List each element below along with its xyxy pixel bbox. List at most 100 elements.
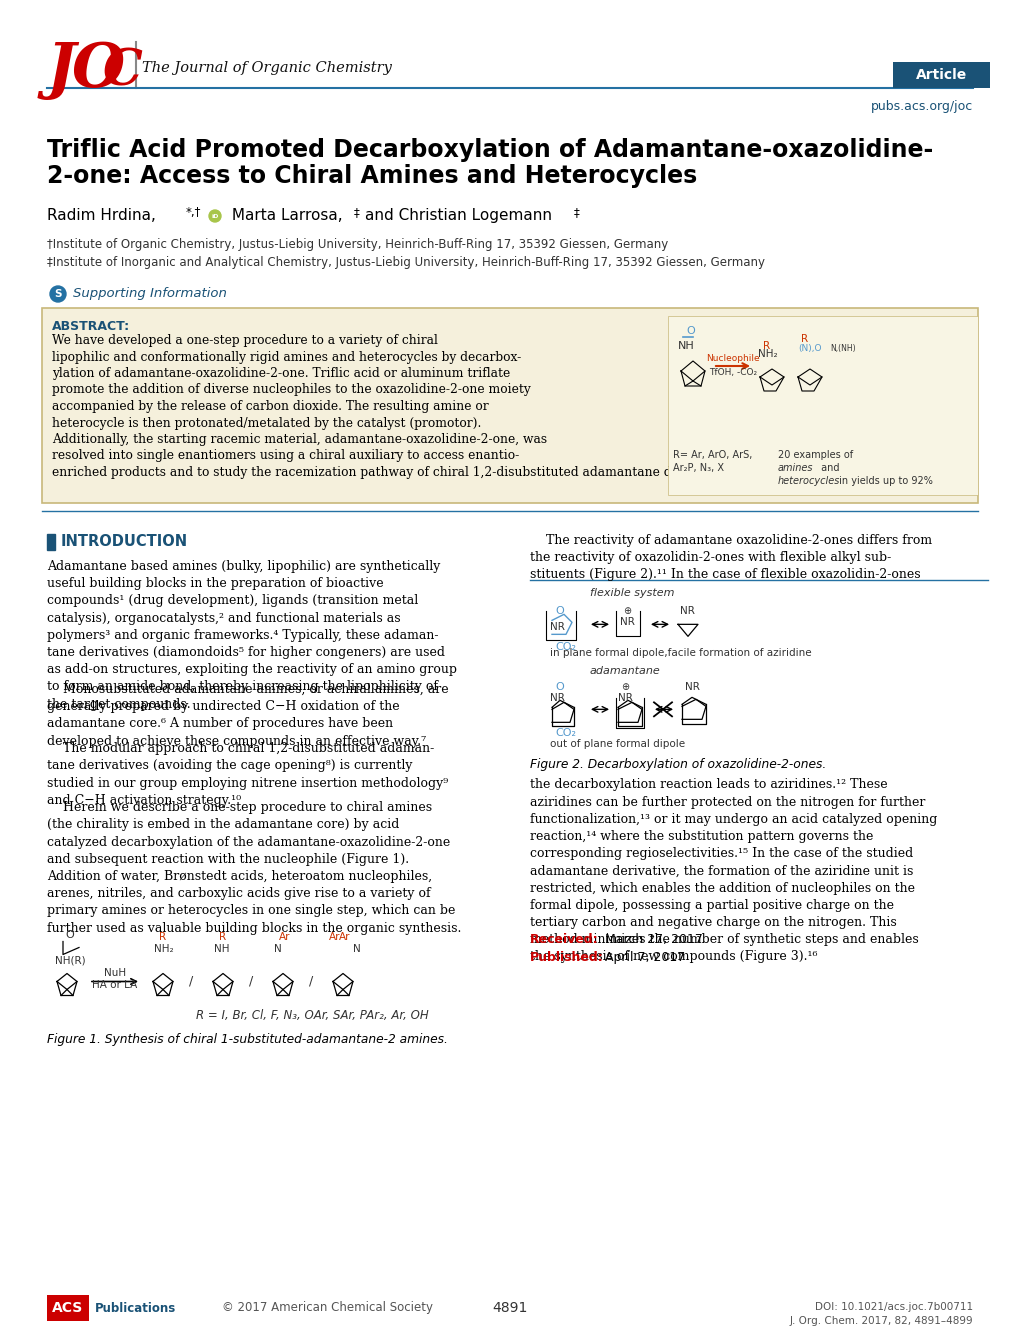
Text: R: R: [219, 932, 226, 943]
Text: Ar: Ar: [338, 932, 351, 943]
Text: Supporting Information: Supporting Information: [73, 288, 226, 300]
Text: heterocycle is then protonated/metalated by the catalyst (promotor).: heterocycle is then protonated/metalated…: [52, 416, 481, 430]
Text: ylation of adamantane-oxazolidine-2-one. Triflic acid or aluminum triflate: ylation of adamantane-oxazolidine-2-one.…: [52, 367, 510, 380]
Text: enriched products and to study the racemization pathway of chiral 1,2-disubstitu: enriched products and to study the racem…: [52, 466, 736, 479]
Text: R: R: [800, 334, 807, 344]
Text: Ar: Ar: [279, 932, 290, 943]
Text: *,†: *,†: [185, 205, 201, 219]
Text: Monosubstituted adamantane amines, or achiral amines, are
generally prepared by : Monosubstituted adamantane amines, or ac…: [47, 683, 448, 747]
Text: DOI: 10.1021/acs.joc.7b00711: DOI: 10.1021/acs.joc.7b00711: [814, 1302, 972, 1313]
Text: promote the addition of diverse nucleophiles to the oxazolidine-2-one moiety: promote the addition of diverse nucleoph…: [52, 383, 530, 396]
Text: NR: NR: [680, 607, 694, 616]
Text: heterocycles: heterocycles: [777, 476, 840, 486]
Text: ‡Institute of Inorganic and Analytical Chemistry, Justus-Liebig University, Hein: ‡Institute of Inorganic and Analytical C…: [47, 256, 764, 269]
Text: ⊕: ⊕: [621, 682, 629, 692]
Text: CO₂: CO₂: [554, 728, 576, 738]
Text: N,(NH): N,(NH): [829, 344, 855, 354]
Text: HA or LA: HA or LA: [93, 979, 138, 990]
Text: N: N: [353, 943, 361, 954]
Text: ACS: ACS: [52, 1301, 84, 1315]
Text: INTRODUCTION: INTRODUCTION: [61, 535, 187, 550]
Text: O: O: [65, 930, 73, 939]
Text: ⊕: ⊕: [623, 607, 631, 616]
Text: Herein we describe a one-step procedure to chiral amines
(the chirality is embed: Herein we describe a one-step procedure …: [47, 802, 461, 935]
Text: S: S: [54, 289, 62, 299]
Text: †Institute of Organic Chemistry, Justus-Liebig University, Heinrich-Buff-Ring 17: †Institute of Organic Chemistry, Justus-…: [47, 237, 667, 251]
Text: The modular approach to chiral 1,2-disubstituted adaman-
tane derivatives (avoid: The modular approach to chiral 1,2-disub…: [47, 742, 447, 807]
Text: R = I, Br, Cl, F, N₃, OAr, SAr, PAr₂, Ar, OH: R = I, Br, Cl, F, N₃, OAr, SAr, PAr₂, Ar…: [196, 1010, 428, 1022]
Text: Nucleophile: Nucleophile: [705, 354, 759, 363]
Text: J: J: [47, 40, 75, 100]
Text: /: /: [309, 975, 313, 988]
Text: NH(R): NH(R): [55, 955, 86, 966]
Text: NuH: NuH: [104, 967, 126, 978]
Text: C: C: [103, 48, 143, 97]
Text: Marta Larrosa,: Marta Larrosa,: [227, 208, 342, 223]
Text: lipophilic and conformationally rigid amines and heterocycles by decarbox-: lipophilic and conformationally rigid am…: [52, 351, 521, 363]
Text: (N),O: (N),O: [797, 344, 820, 354]
Text: NH: NH: [214, 943, 229, 954]
Text: The Journal of Organic Chemistry: The Journal of Organic Chemistry: [142, 61, 391, 75]
Text: Ar: Ar: [329, 932, 340, 943]
Text: accompanied by the release of carbon dioxide. The resulting amine or: accompanied by the release of carbon dio…: [52, 400, 488, 414]
Text: 20 examples of: 20 examples of: [777, 450, 855, 460]
Text: © 2017 American Chemical Society: © 2017 American Chemical Society: [222, 1302, 433, 1314]
Text: R: R: [762, 342, 769, 351]
Text: /: /: [189, 975, 193, 988]
Text: Additionally, the starting racemic material, adamantane-oxazolidine-2-one, was: Additionally, the starting racemic mater…: [52, 434, 546, 446]
Text: Figure 1. Synthesis of chiral 1-substituted-adamantane-2 amines.: Figure 1. Synthesis of chiral 1-substitu…: [47, 1034, 447, 1046]
Text: NR: NR: [549, 694, 565, 703]
Text: ‡: ‡: [574, 205, 579, 219]
Text: in yields up to 92%: in yields up to 92%: [836, 476, 932, 486]
Bar: [47, 534, 55, 550]
Text: NH: NH: [678, 342, 694, 351]
Text: O: O: [554, 607, 564, 616]
Text: iD: iD: [211, 213, 218, 219]
Text: Triflic Acid Promoted Decarboxylation of Adamantane-oxazolidine-: Triflic Acid Promoted Decarboxylation of…: [47, 137, 932, 161]
Text: Adamantane based amines (bulky, lipophilic) are synthetically
useful building bl: Adamantane based amines (bulky, lipophil…: [47, 560, 457, 711]
Text: R: R: [159, 932, 166, 943]
Text: and Christian Logemann: and Christian Logemann: [365, 208, 551, 223]
Bar: [42, 308, 977, 503]
Text: 2-one: Access to Chiral Amines and Heterocycles: 2-one: Access to Chiral Amines and Heter…: [47, 164, 697, 188]
Text: ‡: ‡: [354, 205, 360, 219]
Text: out of plane formal dipole: out of plane formal dipole: [549, 739, 685, 750]
Text: Article: Article: [915, 68, 966, 81]
Text: flexible system: flexible system: [589, 588, 674, 599]
Text: Received:: Received:: [530, 932, 598, 946]
Circle shape: [209, 209, 221, 221]
Text: NR: NR: [618, 694, 632, 703]
Text: J. Org. Chem. 2017, 82, 4891–4899: J. Org. Chem. 2017, 82, 4891–4899: [789, 1317, 972, 1326]
Text: Publications: Publications: [95, 1302, 176, 1314]
Text: TfOH, -CO₂: TfOH, -CO₂: [708, 368, 756, 378]
Text: NR: NR: [685, 682, 699, 692]
Text: April 7, 2017: April 7, 2017: [604, 951, 685, 964]
Text: NH₂: NH₂: [757, 350, 776, 359]
Bar: [47, 922, 504, 1031]
Text: O: O: [72, 40, 125, 100]
Text: resolved into single enantiomers using a chiral auxiliary to access enantio-: resolved into single enantiomers using a…: [52, 450, 519, 463]
Text: adamantane: adamantane: [589, 667, 660, 676]
Text: NR: NR: [549, 623, 565, 632]
Text: Published:: Published:: [530, 951, 603, 964]
Text: ABSTRACT:: ABSTRACT:: [52, 320, 130, 334]
Text: NH₂: NH₂: [154, 943, 173, 954]
Text: CO₂: CO₂: [554, 643, 576, 652]
Text: pubs.acs.org/joc: pubs.acs.org/joc: [870, 100, 972, 113]
Text: R= Ar, ArO, ArS,: R= Ar, ArO, ArS,: [673, 450, 752, 460]
Text: Figure 2. Decarboxylation of oxazolidine-2-ones.: Figure 2. Decarboxylation of oxazolidine…: [530, 758, 825, 771]
Text: N: N: [274, 943, 281, 954]
Text: and: and: [817, 463, 839, 474]
Text: 4891: 4891: [492, 1301, 527, 1315]
Text: amines: amines: [777, 463, 813, 474]
Bar: [667, 316, 977, 495]
Bar: [892, 61, 989, 88]
Circle shape: [50, 285, 66, 301]
Bar: [47, 1295, 89, 1321]
Text: O: O: [686, 325, 694, 336]
Text: NR: NR: [620, 618, 634, 627]
Text: March 27, 2017: March 27, 2017: [604, 932, 702, 946]
Text: Radim Hrdina,: Radim Hrdina,: [47, 208, 156, 223]
Text: Ar₂P, N₃, X: Ar₂P, N₃, X: [673, 463, 723, 474]
Text: the decarboxylation reaction leads to aziridines.¹² These
aziridines can be furt: the decarboxylation reaction leads to az…: [530, 778, 936, 963]
